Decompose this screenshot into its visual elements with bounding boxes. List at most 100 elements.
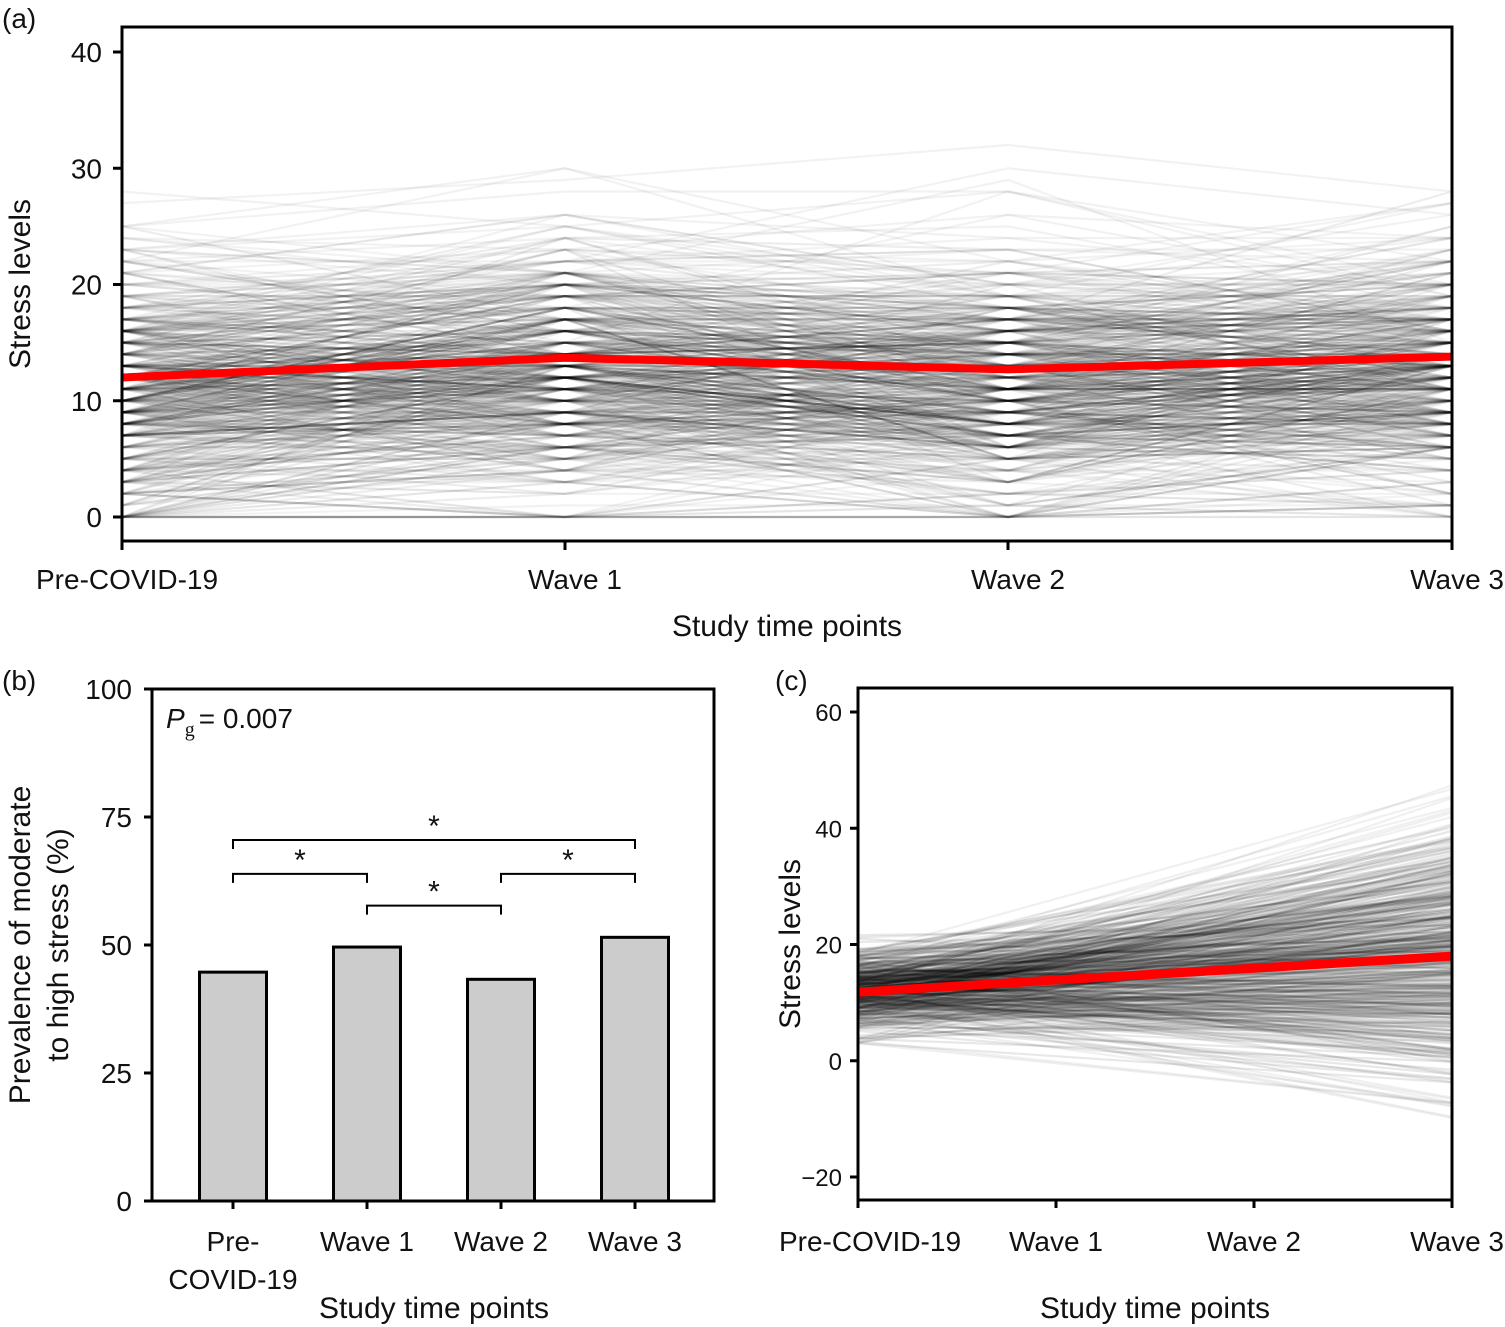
- panel-c-participant-line: [857, 993, 1453, 1028]
- panel-a-participant-line: [122, 469, 1453, 519]
- panel-a-participant-line: [121, 387, 1453, 461]
- panel-c-participant-line: [857, 880, 1453, 985]
- panel-c-participant-line: [857, 885, 1453, 995]
- panel-a-participant-line: [121, 399, 1453, 484]
- panel-a-participant-line: [121, 329, 1452, 379]
- panel-a-participant-line: [121, 283, 1453, 356]
- panel-a-participant-line: [122, 411, 1453, 519]
- panel-c-participant-line: [857, 896, 1453, 974]
- panel-c-participant-line: [857, 907, 1453, 983]
- panel-a-participant-line: [121, 260, 1453, 333]
- panel-a-participant-line: [121, 306, 1453, 379]
- panel-a-participant-line: [121, 260, 1453, 344]
- panel-c-participant-line: [857, 895, 1453, 989]
- panel-c-participant-line: [857, 1000, 1453, 1035]
- panel-c-participant-line: [857, 943, 1453, 977]
- panel-a-participant-line: [121, 422, 1453, 519]
- panel-c-participant-line: [857, 932, 1453, 987]
- panel-b-bracket: [232, 872, 368, 883]
- panel-c-participant-line: [857, 957, 1453, 1016]
- panel-c-participant-line: [857, 988, 1453, 1020]
- panel-a-participant-line: [121, 446, 1453, 507]
- panel-a-participant-line: [121, 167, 1453, 298]
- panel-a-participant-line: [121, 271, 1453, 356]
- panel-a-participant-line: [121, 388, 1453, 449]
- panel-a-participant-line: [121, 399, 1453, 495]
- panel-a-y-axis: 0 10 20 30 40: [71, 37, 122, 533]
- panel-a-participant-line: [121, 446, 1453, 519]
- panel-c-participant-line: [857, 907, 1453, 985]
- panel-c-participant-line: [857, 939, 1453, 985]
- panel-a-participant-line: [121, 422, 1453, 519]
- panel-a-participant-line: [121, 446, 1453, 519]
- panel-a-participant-line: [121, 329, 1453, 472]
- panel-a-participant-line: [121, 318, 1453, 367]
- panel-c-participant-line: [857, 918, 1453, 1009]
- panel-a-participant-line: [121, 364, 1453, 449]
- panel-c-participant-line: [857, 930, 1453, 970]
- panel-c-participant-line: [857, 809, 1453, 980]
- panel-a-participant-line: [121, 446, 1453, 519]
- panel-a-participant-line: [121, 376, 1452, 426]
- panel-c-participant-line: [857, 844, 1453, 978]
- panel-a-participant-line: [121, 364, 1453, 449]
- panel-c-y-axis-title: Stress levels: [774, 859, 807, 1029]
- panel-c-participant-line: [857, 892, 1453, 998]
- panel-a-individual-lines: [121, 143, 1453, 519]
- panel-a-participant-line: [122, 260, 1453, 298]
- panel-c-participant-line: [857, 915, 1453, 958]
- panel-a-participant-line: [121, 376, 1453, 519]
- panel-a-participant-line: [121, 364, 1453, 437]
- panel-b: (b) * * * * 0 25 50 75 100 Pre- COVID-19 Wave 1 Wa…: [2, 665, 716, 1325]
- panel-a-participant-line: [121, 353, 1453, 437]
- panel-a-y-axis-title: Stress levels: [4, 199, 37, 369]
- panel-a-participant-line: [121, 318, 1453, 449]
- panel-a-participant-line: [121, 271, 1452, 356]
- panel-a-participant-line: [121, 236, 1453, 321]
- panel-a-participant-line: [121, 387, 1453, 484]
- panel-b-label: (b): [2, 665, 36, 696]
- panel-c-participant-line: [857, 1002, 1453, 1016]
- panel-a-participant-line: [121, 411, 1453, 449]
- panel-a-participant-line: [121, 364, 1453, 437]
- panel-c-participant-line: [857, 996, 1453, 1013]
- panel-a-participant-line: [121, 399, 1452, 519]
- panel-c-participant-line: [857, 936, 1453, 986]
- panel-a-participant-line: [121, 353, 1453, 414]
- panel-c-participant-line: [857, 946, 1453, 979]
- panel-a-participant-line: [121, 248, 1453, 356]
- panel-c-participant-line: [857, 977, 1453, 995]
- panel-c-participant-line: [857, 971, 1453, 1001]
- panel-a-participant-line: [121, 376, 1453, 472]
- panel-c-participant-line: [857, 984, 1453, 1008]
- panel-a-participant-line: [121, 364, 1453, 507]
- panel-a-participant-line: [121, 329, 1453, 379]
- panel-c-participant-line: [857, 1012, 1453, 1019]
- panel-a-participant-line: [121, 271, 1453, 414]
- panel-a-participant-line: [121, 353, 1452, 437]
- panel-c-participant-line: [857, 885, 1453, 962]
- panel-b-x-axis: Pre- COVID-19 Wave 1 Wave 2 Wave 3: [168, 1201, 682, 1295]
- panel-a-participant-line: [121, 318, 1453, 402]
- panel-c-participant-line: [857, 847, 1453, 983]
- panel-a-participant-line: [121, 236, 1453, 286]
- panel-c-participant-line: [857, 983, 1453, 1016]
- panel-a-participant-line: [121, 376, 1453, 484]
- panel-a-participant-line: [121, 318, 1453, 402]
- panel-a-participant-line: [121, 341, 1453, 426]
- panel-c-participant-line: [857, 788, 1453, 955]
- panel-a-participant-line: [121, 271, 1453, 379]
- panel-a-participant-line: [121, 306, 1453, 333]
- panel-c-participant-line: [857, 932, 1453, 967]
- panel-c-participant-line: [857, 978, 1453, 988]
- panel-a-participant-line: [121, 388, 1453, 461]
- panel-a-participant-line: [122, 481, 1453, 519]
- panel-c-participant-line: [857, 873, 1453, 992]
- panel-a-y-tick-label: 0: [86, 502, 102, 533]
- panel-a-participant-line: [121, 306, 1453, 367]
- panel-c-participant-line: [857, 884, 1453, 1041]
- panel-a-participant-line: [122, 376, 1453, 414]
- panel-c-participant-line: [857, 826, 1453, 958]
- panel-a-participant-line: [121, 411, 1453, 484]
- panel-c-participant-line: [857, 993, 1453, 1064]
